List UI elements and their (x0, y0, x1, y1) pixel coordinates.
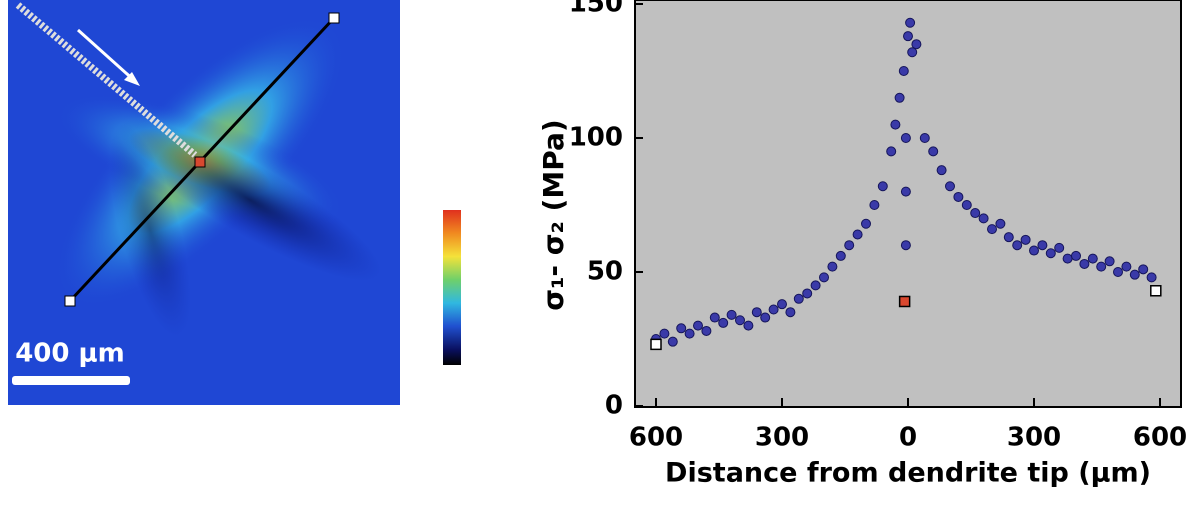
data-point (659, 328, 670, 339)
data-point (905, 17, 916, 28)
x-tick-label: 300 (1007, 423, 1061, 453)
y-tick-label: 150 (569, 0, 623, 19)
data-point (802, 288, 813, 299)
data-point (768, 304, 779, 315)
data-point (777, 299, 787, 310)
y-tick-label: 0 (605, 391, 623, 421)
marker (1150, 285, 1162, 297)
data-point (760, 312, 771, 323)
data-point (1104, 256, 1115, 267)
data-point (978, 213, 989, 224)
data-point (709, 312, 720, 323)
data-point (911, 39, 922, 50)
plot-area (634, 0, 1182, 408)
data-point (793, 293, 804, 304)
data-point (898, 66, 909, 76)
data-point (945, 181, 955, 192)
data-point (684, 328, 695, 339)
data-point (970, 208, 981, 219)
data-point (1003, 232, 1014, 243)
x-tick-label: 600 (1133, 423, 1187, 453)
data-point (961, 200, 972, 210)
data-point (735, 315, 745, 326)
data-point (1037, 240, 1048, 251)
y-tick-label: 50 (587, 257, 623, 287)
data-point (886, 146, 897, 157)
data-point (869, 200, 880, 210)
data-point (726, 309, 737, 320)
data-point (819, 272, 829, 283)
data-point (718, 317, 729, 328)
data-point (667, 336, 678, 347)
data-point (751, 307, 762, 318)
colorbar-label: σ₁- σ₂ (MPa) (407, 222, 431, 359)
data-point (1054, 242, 1065, 253)
data-point (877, 181, 888, 192)
x-tick-label: 300 (755, 423, 809, 453)
data-point (693, 320, 703, 331)
colorbar-min: 0 (444, 371, 459, 396)
data-point (890, 119, 901, 130)
data-point (1121, 261, 1132, 272)
data-point (900, 240, 911, 251)
data-point (1087, 253, 1098, 264)
data-point (1138, 264, 1149, 275)
data-point (676, 323, 687, 334)
data-point (785, 307, 796, 318)
data-point (928, 146, 939, 157)
data-point (861, 218, 871, 229)
y-axis-label: σ₁- σ₂ (MPa) (537, 119, 570, 310)
data-point (1045, 248, 1056, 259)
data-point (1079, 258, 1090, 269)
data-point (953, 191, 964, 202)
data-point (1129, 269, 1140, 280)
data-point (844, 240, 855, 251)
x-tick-label: 0 (899, 423, 917, 453)
data-point (835, 250, 846, 261)
y-tick-label: 100 (569, 123, 623, 153)
data-point (1096, 261, 1107, 272)
x-tick-label: 600 (629, 423, 683, 453)
marker (898, 295, 911, 308)
data-point (900, 133, 911, 143)
data-point (903, 31, 913, 42)
colorbar-max: 150 (429, 182, 475, 207)
data-point (1012, 240, 1023, 251)
data-point (701, 325, 712, 336)
data-point (936, 165, 947, 176)
data-point (1062, 253, 1073, 264)
data-point (810, 280, 821, 291)
data-point (919, 133, 930, 143)
data-point (852, 229, 863, 240)
data-point (1146, 272, 1157, 283)
data-point (907, 47, 918, 58)
data-point (995, 218, 1006, 229)
marker (650, 338, 662, 351)
data-point (1071, 250, 1081, 261)
data-point (900, 186, 911, 197)
data-point (827, 261, 838, 272)
data-point (987, 224, 997, 235)
scale-bar-label: 400 μm (15, 339, 125, 369)
data-point (743, 320, 754, 331)
stress-map: 400 μm 150 0 σ₁- σ₂ (MPa) (8, 0, 475, 405)
x-axis-label: Distance from dendrite tip (μm) (665, 458, 1151, 489)
data-point (894, 92, 905, 103)
data-point (1113, 267, 1123, 277)
data-point (1029, 245, 1039, 256)
data-point (1020, 234, 1031, 245)
